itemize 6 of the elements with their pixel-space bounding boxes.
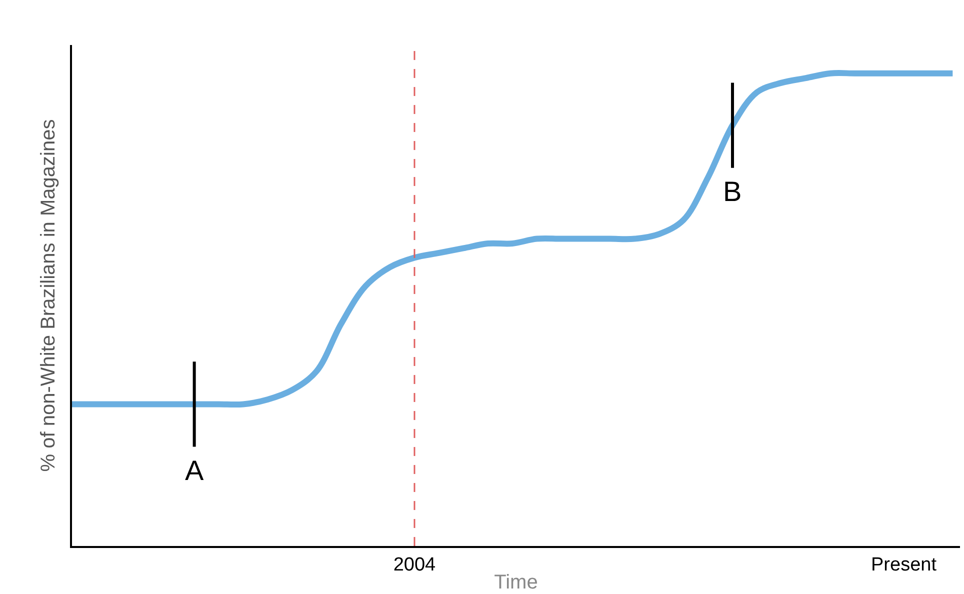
x-tick-label: Present [871,554,938,576]
annotation: A [185,455,204,486]
x-axis-title: Time [494,572,538,594]
y-axis-title: % of non-White Brazilians in Magazines [37,119,60,472]
x-tick-label: 2004 [393,554,436,576]
annotation: B [723,176,742,207]
